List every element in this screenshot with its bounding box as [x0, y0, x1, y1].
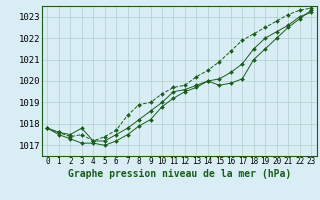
X-axis label: Graphe pression niveau de la mer (hPa): Graphe pression niveau de la mer (hPa) [68, 169, 291, 179]
